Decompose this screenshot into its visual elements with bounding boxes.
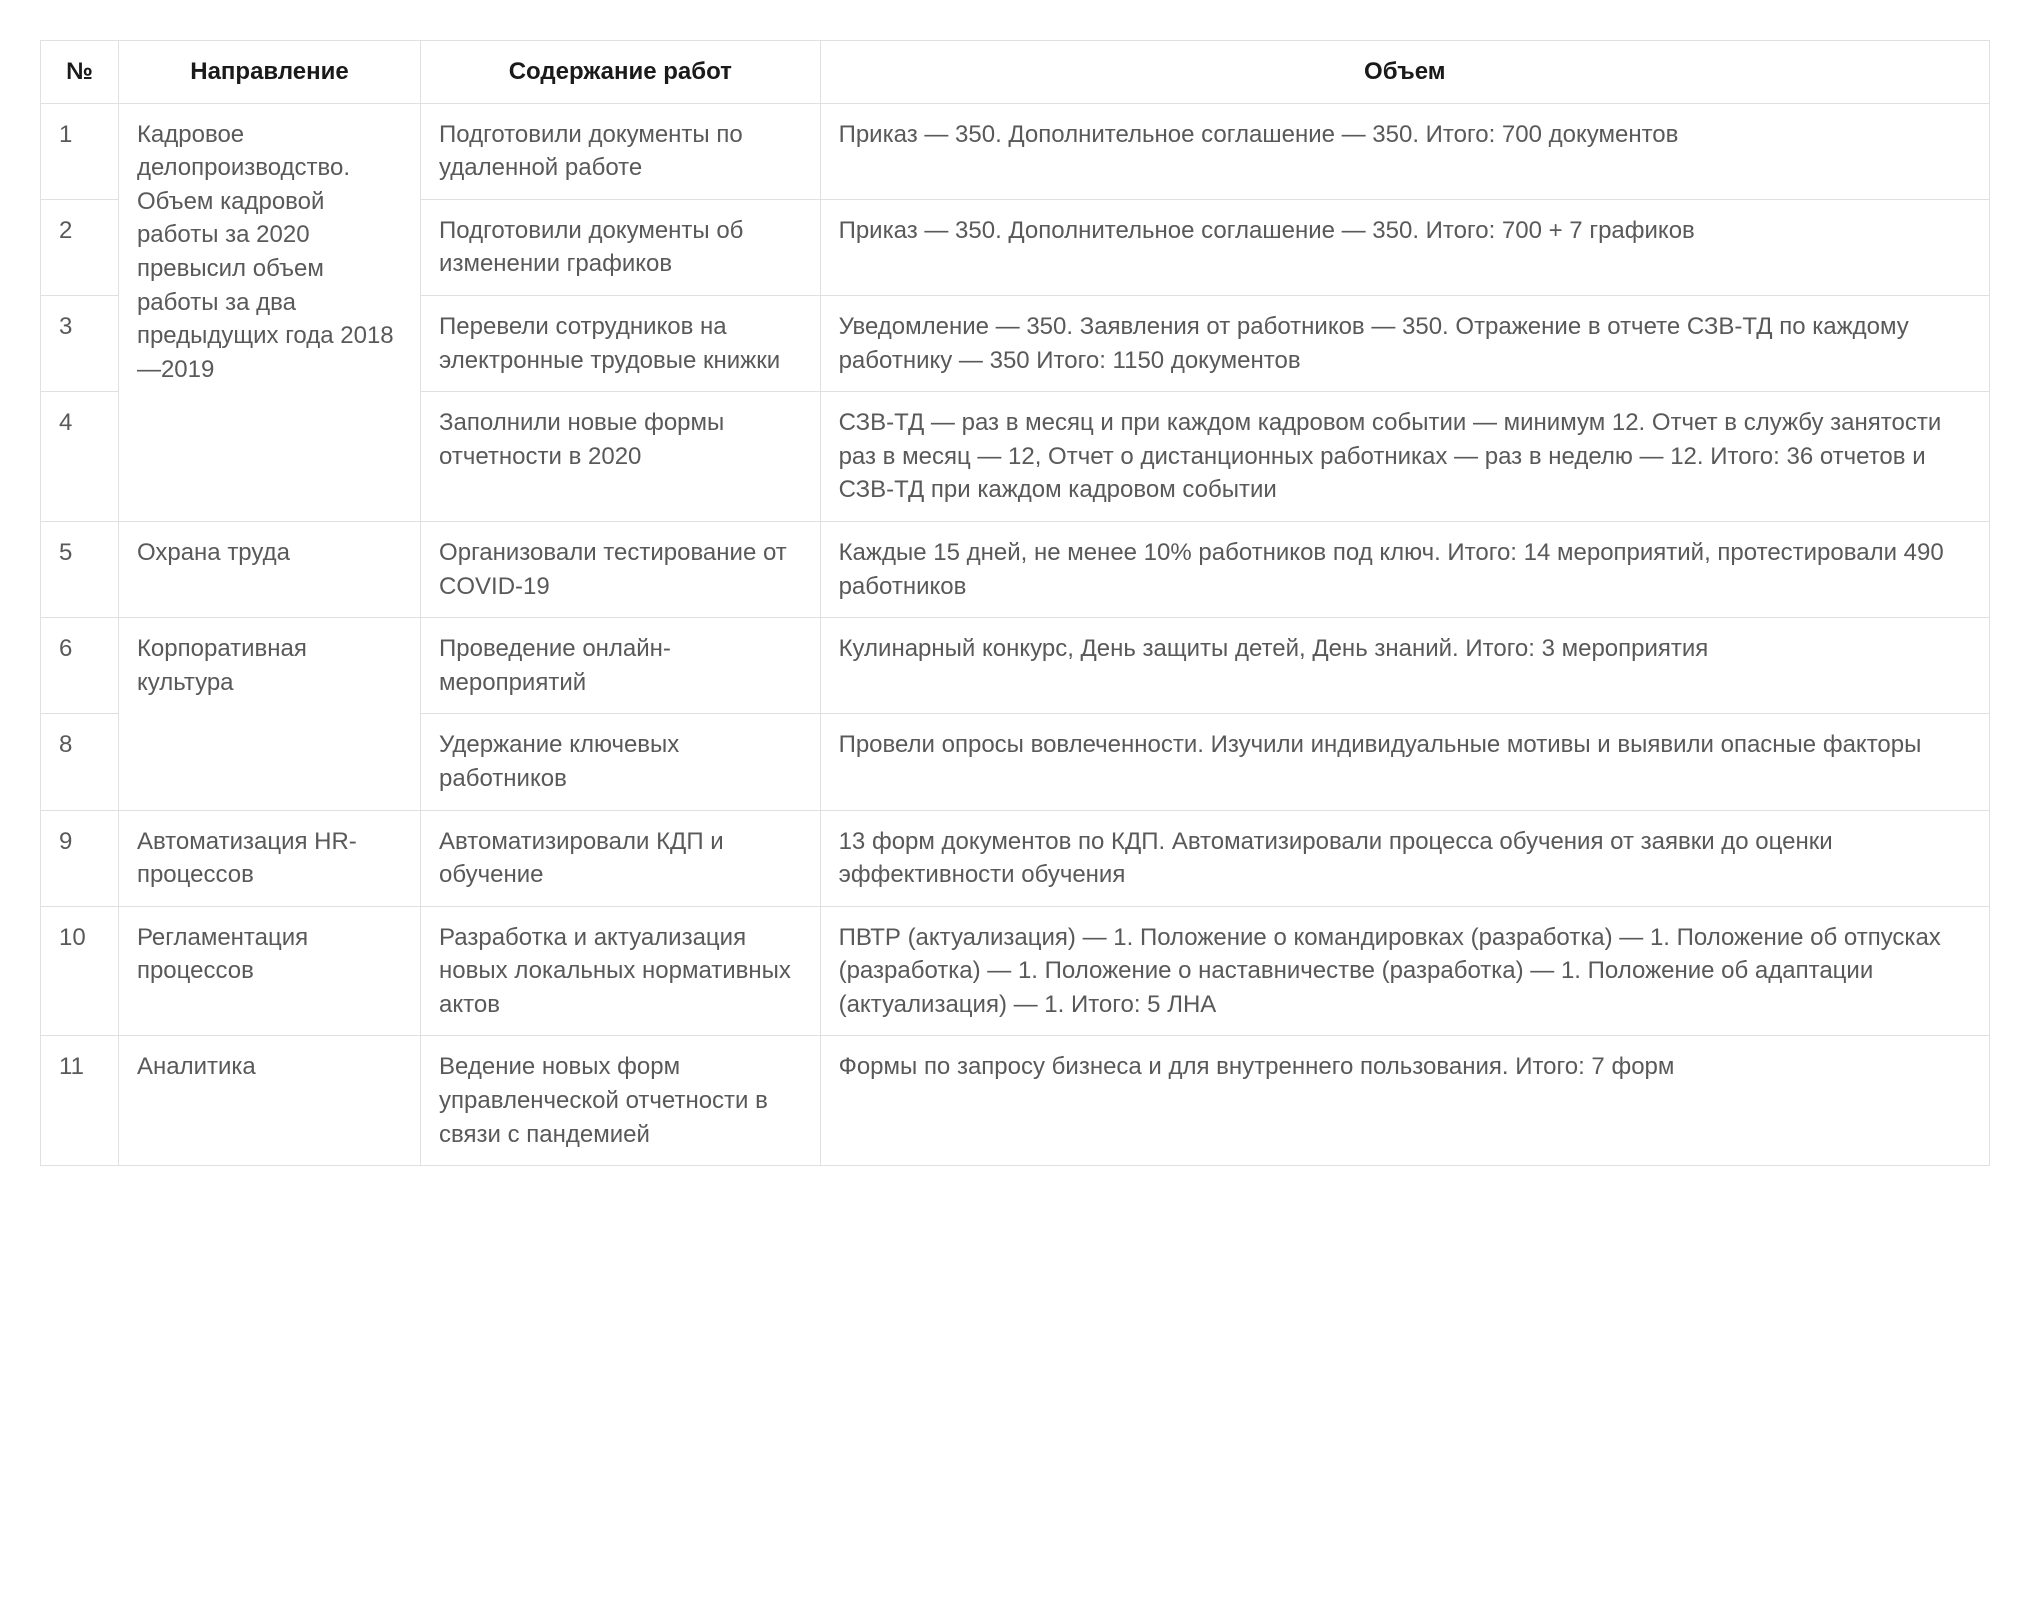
header-direction: Направление	[118, 41, 420, 104]
cell-volume: Формы по запросу бизнеса и для внутренне…	[820, 1036, 1989, 1166]
cell-num: 10	[41, 906, 119, 1036]
cell-volume: Приказ — 350. Дополнительное соглашение …	[820, 199, 1989, 295]
cell-content: Удержание ключевых работников	[421, 714, 821, 810]
cell-volume: Провели опросы вовлеченности. Изучили ин…	[820, 714, 1989, 810]
cell-content: Автоматизировали КДП и обучение	[421, 810, 821, 906]
cell-num: 6	[41, 618, 119, 714]
cell-direction: Корпоративная культура	[118, 618, 420, 810]
table-row: 11 Аналитика Ведение новых форм управлен…	[41, 1036, 1990, 1166]
cell-num: 11	[41, 1036, 119, 1166]
cell-direction-group: Кадровое делопроизводство. Объем кадрово…	[118, 103, 420, 521]
cell-num: 3	[41, 295, 119, 391]
cell-volume: Уведомление — 350. Заявления от работник…	[820, 295, 1989, 391]
cell-volume: ПВТР (актуализация) — 1. Положение о ком…	[820, 906, 1989, 1036]
table-header-row: № Направление Содержание работ Объем	[41, 41, 1990, 104]
cell-volume: СЗВ-ТД — раз в месяц и при каждом кадров…	[820, 392, 1989, 522]
cell-volume: 13 форм документов по КДП. Автоматизиров…	[820, 810, 1989, 906]
cell-content: Подготовили документы об изменении графи…	[421, 199, 821, 295]
header-volume: Объем	[820, 41, 1989, 104]
cell-content: Ведение новых форм управленческой отчетн…	[421, 1036, 821, 1166]
cell-num: 8	[41, 714, 119, 810]
table-row: 9 Автоматизация HR-процессов Автоматизир…	[41, 810, 1990, 906]
header-num: №	[41, 41, 119, 104]
table-row: 1 Кадровое делопроизводство. Объем кадро…	[41, 103, 1990, 199]
cell-content: Перевели сотрудников на электронные труд…	[421, 295, 821, 391]
table-row: 6 Корпоративная культура Проведение онла…	[41, 618, 1990, 714]
cell-content: Проведение онлайн-мероприятий	[421, 618, 821, 714]
cell-num: 2	[41, 199, 119, 295]
header-content: Содержание работ	[421, 41, 821, 104]
cell-volume: Каждые 15 дней, не менее 10% работников …	[820, 521, 1989, 617]
cell-volume: Кулинарный конкурс, День защиты детей, Д…	[820, 618, 1989, 714]
page: № Направление Содержание работ Объем 1 К…	[0, 0, 2030, 1206]
table-row: 5 Охрана труда Организовали тестирование…	[41, 521, 1990, 617]
cell-num: 5	[41, 521, 119, 617]
cell-num: 4	[41, 392, 119, 522]
cell-content: Подготовили документы по удаленной работ…	[421, 103, 821, 199]
cell-direction: Автоматизация HR-процессов	[118, 810, 420, 906]
hr-report-table: № Направление Содержание работ Объем 1 К…	[40, 40, 1990, 1166]
cell-content: Разработка и актуализация новых локальны…	[421, 906, 821, 1036]
cell-content: Организовали тестирование от COVID-19	[421, 521, 821, 617]
cell-direction: Регламентация процессов	[118, 906, 420, 1036]
cell-num: 1	[41, 103, 119, 199]
cell-num: 9	[41, 810, 119, 906]
cell-content: Заполнили новые формы отчетности в 2020	[421, 392, 821, 522]
table-row: 10 Регламентация процессов Разработка и …	[41, 906, 1990, 1036]
cell-volume: Приказ — 350. Дополнительное соглашение …	[820, 103, 1989, 199]
cell-direction: Аналитика	[118, 1036, 420, 1166]
cell-direction: Охрана труда	[118, 521, 420, 617]
